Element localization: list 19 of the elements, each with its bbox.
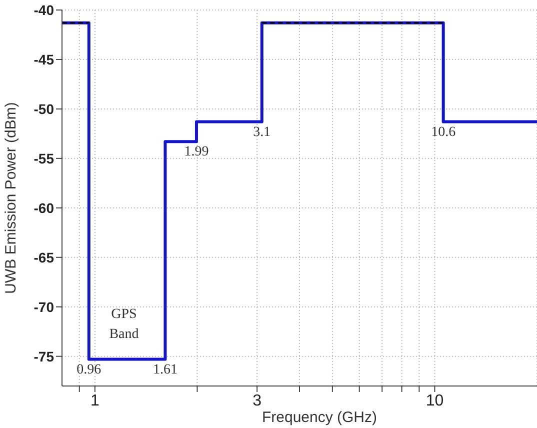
- y-tick-label: -70: [34, 298, 54, 315]
- y-tick-label: -75: [34, 348, 54, 364]
- y-tick-label: -50: [34, 100, 54, 117]
- y-tick-label: -55: [34, 150, 54, 166]
- y-axis-title: UWB Emission Power (dBm): [2, 102, 20, 294]
- x-axis-title: Frequency (GHz): [262, 409, 378, 426]
- y-tick-label: -60: [34, 200, 54, 216]
- annotation: 10.6: [431, 124, 456, 140]
- annotation: 1.99: [184, 144, 209, 160]
- x-tick-label: 10: [426, 392, 444, 410]
- x-tick-label: 1: [90, 392, 100, 410]
- annotation: 0.96: [76, 362, 102, 378]
- annotation: 1.61: [152, 362, 178, 378]
- annotation: 3.1: [253, 124, 271, 140]
- y-tick-label: -45: [34, 51, 54, 68]
- y-tick-label: -65: [34, 249, 54, 266]
- annotation: GPS Band: [109, 307, 139, 342]
- y-tick-label: -40: [34, 2, 54, 18]
- x-tick-label: 3: [252, 392, 262, 410]
